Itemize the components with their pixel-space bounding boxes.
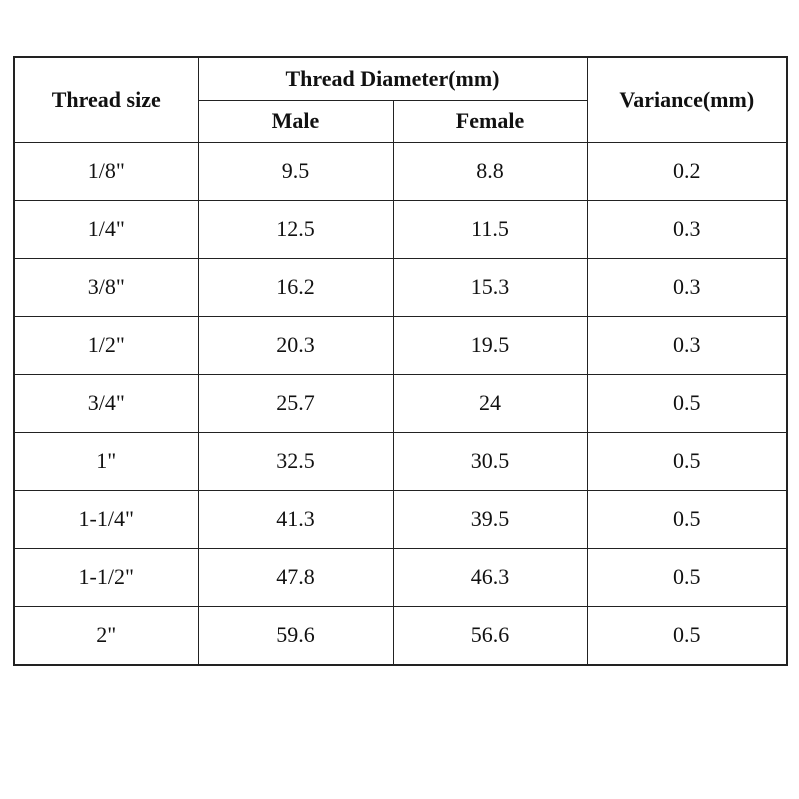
table-cell: 1/8" [13, 141, 199, 201]
table-cell: 30.5 [392, 431, 588, 491]
table-cell: 1" [13, 431, 199, 491]
table-row: 2" 59.6 56.6 0.5 [13, 605, 788, 665]
table-cell: 0.5 [586, 373, 788, 433]
table-cell: 56.6 [392, 605, 588, 665]
table-cell: 3/4" [13, 373, 199, 433]
table-row: 3/8" 16.2 15.3 0.3 [13, 257, 788, 317]
thread-table: Thread size Thread Diameter(mm) Variance… [13, 56, 788, 666]
table-row: 1/2" 20.3 19.5 0.3 [13, 315, 788, 375]
table-cell: 24 [392, 373, 588, 433]
table-cell: 9.5 [197, 141, 394, 201]
table-cell: 0.3 [586, 315, 788, 375]
table-row: 3/4" 25.7 24 0.5 [13, 373, 788, 433]
table-cell: 12.5 [197, 199, 394, 259]
table-cell: 0.5 [586, 547, 788, 607]
table-cell: 8.8 [392, 141, 588, 201]
table-cell: 19.5 [392, 315, 588, 375]
table-row: 1-1/4" 41.3 39.5 0.5 [13, 489, 788, 549]
table-cell: 39.5 [392, 489, 588, 549]
table-cell: 20.3 [197, 315, 394, 375]
table-cell: 0.3 [586, 257, 788, 317]
table-cell: 16.2 [197, 257, 394, 317]
header-cell: Male [197, 99, 394, 143]
table-row: 1-1/2" 47.8 46.3 0.5 [13, 547, 788, 607]
table-cell: 0.5 [586, 489, 788, 549]
header-cell: Female [392, 99, 588, 143]
table-cell: 46.3 [392, 547, 588, 607]
table-cell: 47.8 [197, 547, 394, 607]
table-cell: 0.5 [586, 605, 788, 665]
table-cell: 0.2 [586, 141, 788, 201]
table-cell: 2" [13, 605, 199, 665]
table-cell: 59.6 [197, 605, 394, 665]
table-cell: 41.3 [197, 489, 394, 549]
table-cell: 1/4" [13, 199, 199, 259]
table-cell: 25.7 [197, 373, 394, 433]
table-cell: 11.5 [392, 199, 588, 259]
table-cell: 1-1/2" [13, 547, 199, 607]
table-cell: 0.3 [586, 199, 788, 259]
table-row: 1" 32.5 30.5 0.5 [13, 431, 788, 491]
table-cell: 0.5 [586, 431, 788, 491]
table-cell: 32.5 [197, 431, 394, 491]
table-cell: 3/8" [13, 257, 199, 317]
header-cell: Thread size [13, 56, 199, 143]
table-cell: 1-1/4" [13, 489, 199, 549]
table-row: 1/8" 9.5 8.8 0.2 [13, 141, 788, 201]
header-cell: Variance(mm) [586, 56, 788, 143]
table-cell: 1/2" [13, 315, 199, 375]
header-cell: Thread Diameter(mm) [197, 56, 588, 101]
table-cell: 15.3 [392, 257, 588, 317]
table-row: 1/4" 12.5 11.5 0.3 [13, 199, 788, 259]
table-body: 1/8" 9.5 8.8 0.2 1/4" 12.5 11.5 0.3 3/8" 16.2 15.3… [13, 141, 788, 665]
